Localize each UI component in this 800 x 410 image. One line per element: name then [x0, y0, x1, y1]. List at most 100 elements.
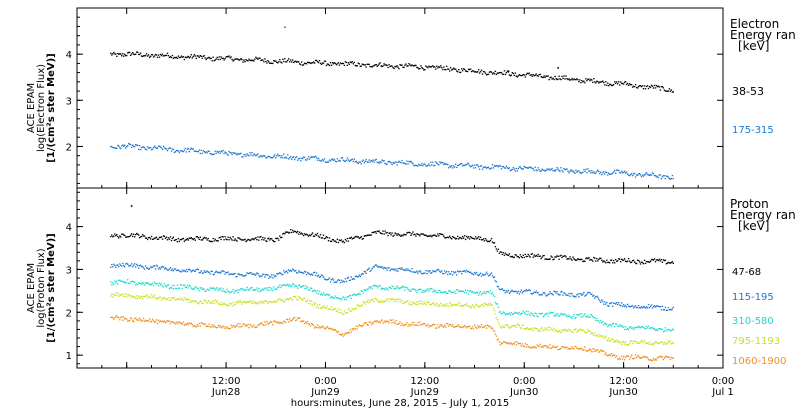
data-point — [602, 335, 604, 337]
data-point — [291, 231, 293, 234]
data-point — [669, 330, 672, 332]
data-point — [666, 90, 669, 92]
data-point — [443, 163, 445, 166]
data-point — [268, 301, 270, 303]
data-point — [572, 256, 574, 258]
data-point — [374, 159, 376, 161]
data-point — [543, 255, 545, 257]
data-point — [563, 168, 565, 170]
data-point — [582, 329, 584, 331]
data-point — [520, 289, 522, 291]
data-point — [113, 147, 115, 149]
data-point — [519, 342, 521, 345]
data-point — [312, 235, 315, 237]
data-point — [535, 327, 537, 330]
data-point — [266, 274, 268, 276]
data-point — [512, 72, 514, 75]
data-point — [121, 55, 123, 57]
data-point — [440, 271, 442, 273]
data-point — [618, 258, 620, 260]
data-point — [384, 321, 386, 323]
data-point — [201, 239, 203, 241]
data-point — [665, 90, 668, 92]
data-point — [578, 329, 580, 331]
data-point — [269, 286, 271, 289]
data-point — [236, 154, 238, 156]
data-point — [416, 66, 418, 69]
data-point — [471, 273, 474, 275]
data-point — [237, 323, 239, 325]
data-point — [440, 233, 442, 235]
data-point — [299, 296, 301, 299]
data-point — [207, 150, 209, 152]
data-point — [388, 286, 390, 288]
data-point — [280, 61, 282, 63]
data-point — [226, 239, 228, 241]
data-point — [360, 305, 362, 307]
data-point — [405, 301, 407, 303]
data-point — [300, 272, 303, 274]
data-point — [142, 317, 145, 320]
data-point — [538, 169, 540, 171]
data-point — [203, 270, 205, 272]
data-point — [455, 292, 457, 295]
data-point — [318, 236, 321, 238]
data-point — [485, 74, 488, 76]
data-point — [154, 297, 157, 299]
data-point — [492, 167, 495, 169]
data-point — [130, 264, 132, 266]
data-point — [603, 303, 605, 305]
data-point — [278, 61, 280, 63]
data-point — [120, 264, 122, 266]
data-point — [419, 235, 421, 237]
data-point — [303, 323, 306, 325]
data-point — [316, 159, 319, 161]
data-point — [208, 150, 210, 153]
data-point — [412, 302, 414, 305]
data-point — [143, 268, 146, 270]
data-point — [346, 332, 349, 334]
data-point — [540, 76, 542, 78]
data-point — [152, 265, 155, 267]
data-point — [553, 258, 555, 260]
data-point — [600, 320, 602, 322]
data-point — [626, 344, 629, 346]
data-point — [386, 231, 388, 234]
series-proton-2 — [110, 279, 674, 333]
data-point — [138, 267, 140, 269]
data-point — [142, 235, 145, 237]
data-point — [302, 156, 305, 158]
legend-entry-proton: 1060-1900 — [732, 356, 787, 367]
data-point — [572, 295, 574, 297]
data-point — [228, 291, 230, 293]
data-point — [136, 319, 138, 321]
data-point — [415, 271, 417, 273]
data-point — [640, 261, 643, 263]
data-point — [255, 326, 257, 328]
data-point — [234, 290, 236, 292]
data-point — [418, 300, 420, 303]
data-point — [208, 56, 210, 58]
data-point — [534, 291, 536, 294]
data-point — [669, 262, 672, 264]
data-point — [392, 298, 394, 300]
data-point — [111, 234, 113, 236]
data-point — [593, 350, 595, 353]
data-point — [540, 346, 542, 349]
data-point — [471, 290, 474, 293]
data-point — [214, 299, 216, 301]
data-point — [398, 298, 400, 300]
data-point — [278, 239, 280, 241]
data-point — [426, 289, 428, 291]
data-point — [162, 266, 165, 268]
data-point — [471, 70, 474, 72]
data-point — [404, 269, 406, 272]
data-point — [578, 81, 580, 83]
data-point — [116, 264, 118, 266]
data-point — [656, 86, 659, 88]
data-point — [508, 253, 511, 255]
data-point — [160, 147, 163, 149]
data-point — [154, 321, 157, 323]
data-point — [652, 173, 655, 175]
data-point — [302, 272, 305, 274]
